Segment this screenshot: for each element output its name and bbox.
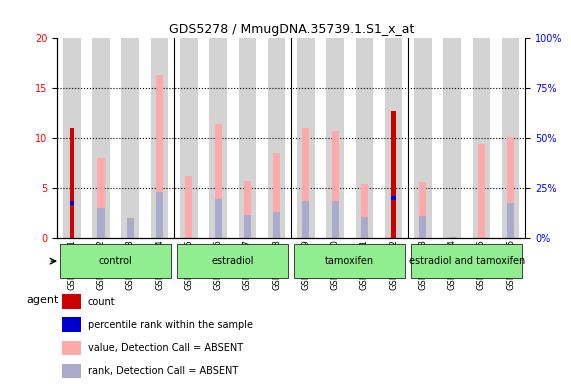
Text: estradiol and tamoxifen: estradiol and tamoxifen [409, 256, 525, 266]
Bar [151, 38, 168, 238]
Bar [93, 38, 110, 238]
Bar [507, 137, 514, 238]
Bar [361, 217, 368, 238]
Bar [414, 38, 432, 238]
Bar [332, 131, 339, 238]
Bar [215, 124, 222, 238]
Text: estradiol: estradiol [211, 256, 254, 266]
Bar [419, 182, 427, 238]
Bar [127, 230, 134, 238]
Bar [70, 128, 74, 238]
Bar [244, 181, 251, 238]
Bar [127, 218, 134, 238]
Bar [244, 215, 251, 238]
FancyBboxPatch shape [294, 244, 405, 278]
Bar [215, 199, 222, 238]
Text: tamoxifen: tamoxifen [325, 256, 375, 266]
FancyBboxPatch shape [411, 244, 522, 278]
Bar [332, 201, 339, 238]
Bar [419, 216, 427, 238]
FancyBboxPatch shape [60, 244, 171, 278]
Bar [392, 196, 396, 200]
Text: rank, Detection Call = ABSENT: rank, Detection Call = ABSENT [87, 366, 238, 376]
Bar [326, 38, 344, 238]
Bar [63, 38, 81, 238]
Bar [297, 38, 315, 238]
Bar [443, 38, 461, 238]
Bar [273, 153, 280, 238]
Bar [180, 38, 198, 238]
Bar [356, 38, 373, 238]
Text: agent: agent [26, 295, 59, 305]
Text: count: count [87, 297, 115, 307]
Bar [302, 201, 309, 238]
Bar [156, 192, 163, 238]
Bar [502, 38, 520, 238]
Bar [478, 144, 485, 238]
Bar [62, 318, 81, 332]
Bar [156, 75, 163, 238]
Bar [185, 176, 192, 238]
Bar [361, 184, 368, 238]
Bar [98, 158, 104, 238]
Bar [62, 364, 81, 378]
Text: value, Detection Call = ABSENT: value, Detection Call = ABSENT [87, 343, 243, 353]
Bar [268, 38, 286, 238]
Bar [98, 208, 104, 238]
FancyBboxPatch shape [177, 244, 288, 278]
Bar [449, 237, 456, 238]
Bar [62, 341, 81, 355]
Bar [507, 203, 514, 238]
Bar [273, 212, 280, 238]
Text: percentile rank within the sample: percentile rank within the sample [87, 320, 252, 330]
Bar [122, 38, 139, 238]
Bar [70, 201, 74, 205]
Text: control: control [99, 256, 132, 266]
Bar [209, 38, 227, 238]
Bar [239, 38, 256, 238]
Bar [385, 38, 403, 238]
Bar [62, 295, 81, 309]
Bar [392, 111, 396, 238]
Bar [473, 38, 490, 238]
Title: GDS5278 / MmugDNA.35739.1.S1_x_at: GDS5278 / MmugDNA.35739.1.S1_x_at [168, 23, 414, 36]
Bar [302, 128, 309, 238]
